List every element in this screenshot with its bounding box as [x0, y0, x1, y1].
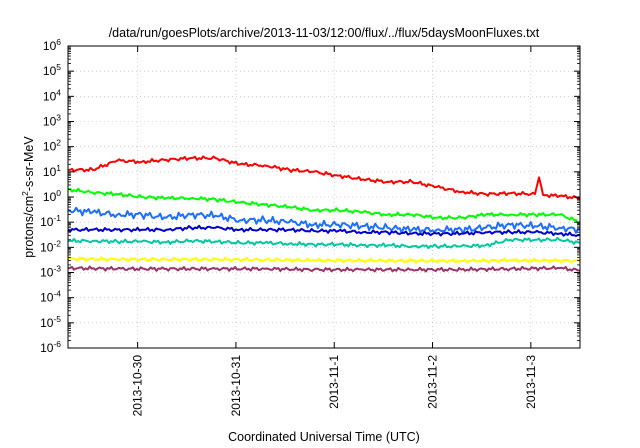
y-tick-label-mantissa: 10	[43, 165, 57, 179]
y-tick-label-mantissa: 10	[43, 115, 57, 129]
y-tick-label: 10-4	[40, 289, 61, 305]
series-group	[67, 155, 581, 273]
y-tick-label-mantissa: 10	[40, 240, 54, 254]
y-tick-label-exponent: 6	[56, 37, 61, 47]
y-tick-label-exponent: -5	[53, 314, 61, 324]
y-axis-label: protons/cm2-s-sr-MeV	[20, 136, 36, 258]
y-tick-label: 10-6	[40, 339, 61, 355]
series-line-1	[67, 155, 581, 200]
y-tick-label: 104	[43, 87, 61, 103]
y-tick-label-exponent: 2	[56, 138, 61, 148]
series-line-5	[67, 236, 581, 250]
y-tick-label: 10-1	[40, 213, 61, 229]
y-tick-label-exponent: 4	[56, 87, 61, 97]
y-tick-label-mantissa: 10	[43, 89, 57, 103]
y-tick-label-mantissa: 10	[40, 316, 54, 330]
x-tick-label: 2013-11-3	[524, 355, 538, 409]
y-tick-label-exponent: -6	[53, 339, 61, 349]
chart-title: /data/run/goesPlots/archive/2013-11-03/1…	[109, 26, 540, 40]
x-tick-label: 2013-11-2	[426, 355, 440, 409]
x-axis-label: Coordinated Universal Time (UTC)	[228, 430, 420, 444]
y-tick-label-mantissa: 10	[40, 266, 54, 280]
y-tick-label: 105	[43, 62, 61, 78]
y-tick-label-exponent: -3	[53, 264, 61, 274]
y-tick-label-mantissa: 10	[43, 190, 57, 204]
y-tick-label-mantissa: 10	[40, 341, 54, 355]
y-tick-label-mantissa: 10	[40, 215, 54, 229]
y-axis-label-suffix: -s-sr-MeV	[22, 136, 36, 192]
y-tick-label-exponent: 3	[56, 113, 61, 123]
y-axis-label-prefix: protons/cm	[22, 196, 36, 258]
y-tick-label-exponent: 0	[56, 188, 61, 198]
x-tick-label: 2013-10-30	[131, 355, 145, 417]
y-tick-label: 102	[43, 138, 61, 154]
y-tick-label-mantissa: 10	[43, 39, 57, 53]
series-line-4	[67, 224, 581, 237]
y-tick-label-exponent: 1	[56, 163, 61, 173]
y-tick-label-mantissa: 10	[40, 291, 54, 305]
y-tick-label: 106	[43, 37, 61, 53]
y-tick-label-exponent: 5	[56, 62, 61, 72]
y-tick-label: 101	[43, 163, 61, 179]
y-tick-label: 100	[43, 188, 61, 204]
y-tick-label: 10-2	[40, 238, 61, 254]
y-tick-label-mantissa: 10	[43, 140, 57, 154]
y-axis-ticks: 10610510410310210110010-110-210-310-410-…	[40, 37, 580, 355]
series-line-7	[68, 265, 580, 273]
series-line-2	[67, 187, 581, 225]
y-tick-label-mantissa: 10	[43, 64, 57, 78]
y-tick-label: 10-5	[40, 314, 61, 330]
y-tick-label-exponent: -4	[53, 289, 61, 299]
x-tick-label: 2013-11-1	[327, 355, 341, 409]
x-axis-ticks: 2013-10-30 2013-10-31 2013-11-1 2013-11-2 20…	[131, 46, 538, 416]
y-tick-label-exponent: -2	[53, 238, 61, 248]
y-tick-label: 10-3	[40, 264, 61, 280]
series-line-3	[67, 206, 581, 235]
x-tick-label: 2013-10-31	[229, 355, 243, 417]
series-line-6	[67, 256, 581, 264]
y-tick-label-exponent: -1	[53, 213, 61, 223]
y-tick-label: 103	[43, 113, 61, 129]
y-axis-label-superscript: 2	[20, 191, 30, 196]
